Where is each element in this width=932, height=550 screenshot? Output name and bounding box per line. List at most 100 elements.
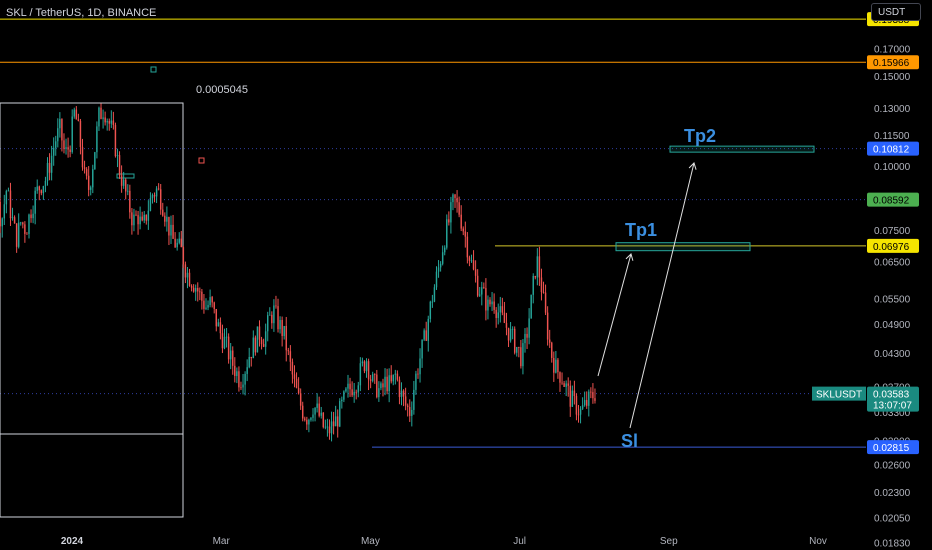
candle [250,356,252,359]
candle [559,372,561,383]
candle [359,363,362,386]
candle [213,302,215,309]
y-tick-label: 0.07500 [874,226,911,237]
candle [318,403,320,416]
candle [355,391,357,393]
candle [567,383,569,386]
candle [184,264,187,278]
candle [94,152,96,170]
candle [289,351,292,362]
price-label: 0.02815 [873,443,910,454]
candle [404,396,407,406]
candle [248,356,250,368]
price-label: 0.08592 [873,196,910,207]
top-value-label: 0.0005045 [196,84,248,96]
candle [501,306,504,313]
candle [254,337,257,353]
candle [26,233,28,235]
candle [460,214,462,229]
candle [291,361,294,375]
candle [7,190,10,192]
y-tick-label: 0.13000 [874,104,911,115]
candle [40,190,43,194]
candle [503,312,506,323]
candle [458,202,460,215]
candle [24,224,26,234]
candle [155,188,158,197]
candle [180,238,183,248]
candle [32,213,34,219]
candle [172,224,174,239]
candle [590,391,592,393]
candle [394,373,397,375]
chart-drawings [0,66,815,518]
candle [386,376,388,392]
candle [287,350,290,352]
candle [73,109,75,117]
candle [110,120,113,124]
y-tick-label: 0.02300 [874,488,911,499]
candle [437,267,440,272]
chart-title: SKL / TetherUS, 1D, BINANCE [6,7,157,19]
candle [371,374,374,381]
candle [201,291,203,301]
candle [301,405,304,419]
tp1-arrow-head [625,253,634,261]
candle [464,231,467,237]
y-tick-label: 0.01830 [874,539,911,550]
current-price-label: 0.03583 [873,390,910,401]
candle [425,330,427,341]
candle [141,216,143,221]
candle [114,124,117,157]
candle [347,383,349,389]
candle [207,305,209,308]
x-tick-label: 2024 [61,536,84,547]
candle [530,294,532,319]
candle [75,109,78,120]
candle [579,408,582,415]
candle [363,361,366,372]
candle [561,382,563,384]
candle [431,301,434,303]
candle [396,373,399,380]
y-tick-label: 0.02050 [874,513,911,524]
candle [188,272,191,286]
candle [448,219,450,223]
candle [330,421,333,434]
candle [417,373,419,375]
x-tick-label: Sep [660,536,678,547]
candle [415,373,417,390]
candle [429,301,432,319]
candle [513,328,516,353]
candle [46,162,49,181]
y-tick-label: 0.11500 [874,131,910,142]
candle [526,333,528,338]
y-tick-label: 0.06500 [874,258,911,269]
candle [192,287,195,292]
candle [376,374,378,398]
y-tick-label: 0.03300 [874,408,911,419]
candle [256,326,259,353]
candle [528,318,530,338]
candle [139,216,141,225]
y-tick-label: 0.04900 [874,320,911,331]
candle [83,167,86,170]
candle [65,147,67,149]
candle [557,359,559,373]
candle [0,201,1,227]
y-tick-label: 0.02600 [874,461,911,472]
candle [583,400,586,406]
candle [575,395,578,415]
candle [332,421,335,427]
x-tick-label: Jul [513,536,526,547]
candle [131,212,133,226]
candle [79,120,82,147]
candle [551,342,553,358]
candle [92,169,94,188]
candle [324,426,327,428]
candle [164,215,166,222]
candle [106,121,108,123]
currency-button[interactable]: USDT [871,3,921,21]
candle [532,276,534,295]
